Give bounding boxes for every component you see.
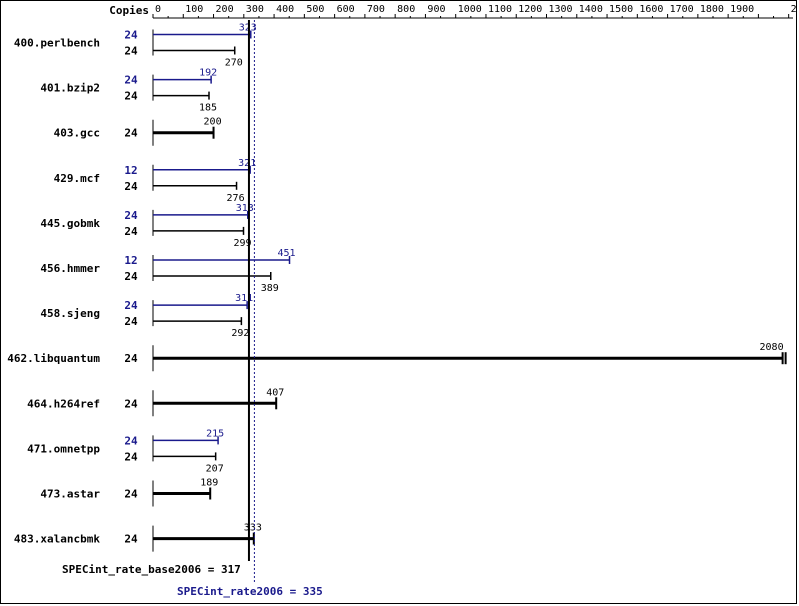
- base-value: 200: [204, 117, 222, 128]
- benchmark-row: 400.perlbench 24 24 323 270: [14, 23, 257, 69]
- peak-copies: 24: [124, 209, 138, 222]
- peak-copies: 12: [124, 254, 137, 267]
- base-copies: 24: [124, 315, 138, 328]
- benchmark-name: 473.astar: [40, 488, 100, 501]
- base-value: 292: [231, 328, 249, 339]
- benchmark-name: 462.libquantum: [7, 352, 100, 365]
- tick-label: 1000: [458, 4, 482, 15]
- tick-label: 300: [246, 4, 264, 15]
- benchmark-name: 429.mcf: [54, 172, 100, 185]
- base-value: 207: [206, 463, 224, 474]
- base-value: 185: [199, 103, 217, 114]
- base-copies: 24: [124, 270, 138, 283]
- benchmark-name: 445.gobmk: [40, 217, 100, 230]
- summary-lines: SPECint_rate_base2006 = 317 SPECint_rate2…: [62, 20, 323, 598]
- benchmark-name: 403.gcc: [54, 127, 100, 140]
- x-axis: 0 100 200 300 400 500 600 700 800 900 1000 1100 1200…: [152, 4, 797, 19]
- peak-value: 192: [199, 68, 217, 79]
- tick-label: 500: [306, 4, 324, 15]
- tick-label: 800: [397, 4, 415, 15]
- benchmark-row: 403.gcc 24 200: [54, 117, 222, 146]
- benchmark-row: 462.libquantum 24 2080: [7, 342, 787, 372]
- benchmark-row: 483.xalancbmk 24 333: [14, 523, 262, 552]
- base-value: 276: [227, 193, 245, 204]
- tick-label: 600: [337, 4, 355, 15]
- benchmark-name: 471.omnetpp: [27, 442, 100, 455]
- benchmark-name: 456.hmmer: [40, 262, 100, 275]
- benchmark-row: 456.hmmer 12 24 451 389: [40, 248, 295, 294]
- base-copies: 24: [124, 90, 138, 103]
- base-value: 389: [261, 283, 279, 294]
- benchmark-name: 458.sjeng: [40, 307, 100, 320]
- tick-label: 1100: [488, 4, 512, 15]
- benchmark-row: 445.gobmk 24 24 313 299: [40, 203, 253, 249]
- base-value: 299: [234, 238, 252, 249]
- tick-label: 1500: [609, 4, 633, 15]
- tick-label: 0: [155, 4, 161, 15]
- benchmark-row: 401.bzip2 24 24 192 185: [40, 68, 217, 114]
- base-copies: 24: [124, 397, 138, 410]
- benchmark-name: 400.perlbench: [14, 37, 100, 50]
- peak-value: 313: [236, 203, 254, 214]
- base-value: 2080: [760, 342, 784, 353]
- tick-label: 700: [367, 4, 385, 15]
- base-copies: 24: [124, 127, 138, 140]
- peak-value: 215: [206, 428, 224, 439]
- tick-label: 1700: [670, 4, 694, 15]
- base-summary-label: SPECint_rate_base2006 = 317: [62, 563, 241, 576]
- benchmark-rows: 400.perlbench 24 24 323 270 401.bzip2 24 24 192 1…: [7, 23, 787, 552]
- tick-label: 1800: [700, 4, 724, 15]
- peak-summary-label: SPECint_rate2006 = 335: [177, 585, 323, 598]
- peak-copies: 24: [124, 299, 138, 312]
- base-value: 270: [225, 58, 243, 69]
- tick-label: 2100: [791, 4, 797, 15]
- peak-copies: 24: [124, 74, 138, 87]
- peak-copies: 24: [124, 29, 138, 42]
- benchmark-name: 483.xalancbmk: [14, 533, 100, 546]
- peak-value: 311: [235, 293, 253, 304]
- base-copies: 24: [124, 352, 138, 365]
- tick-label: 1900: [730, 4, 754, 15]
- benchmark-row: 473.astar 24 189: [40, 478, 218, 507]
- benchmark-row: 471.omnetpp 24 24 215 207: [27, 428, 224, 474]
- base-copies: 24: [124, 450, 138, 463]
- base-value: 407: [266, 387, 284, 398]
- peak-value: 321: [238, 158, 256, 169]
- tick-label: 1300: [549, 4, 573, 15]
- tick-label: 1200: [518, 4, 542, 15]
- peak-copies: 12: [124, 164, 137, 177]
- base-copies: 24: [124, 225, 138, 238]
- tick-label: 1400: [579, 4, 603, 15]
- axis-title: Copies: [109, 4, 149, 17]
- base-copies: 24: [124, 533, 138, 546]
- peak-value: 451: [278, 248, 296, 259]
- base-value: 189: [200, 478, 218, 489]
- tick-label: 200: [216, 4, 234, 15]
- tick-label: 400: [276, 4, 294, 15]
- base-copies: 24: [124, 45, 138, 58]
- benchmark-row: 458.sjeng 24 24 311 292: [40, 293, 253, 339]
- tick-label: 100: [185, 4, 203, 15]
- benchmark-name: 464.h264ref: [27, 397, 100, 410]
- tick-label: 900: [427, 4, 445, 15]
- benchmark-name: 401.bzip2: [40, 82, 100, 95]
- peak-copies: 24: [124, 434, 138, 447]
- tick-label: 1600: [639, 4, 663, 15]
- benchmark-row: 464.h264ref 24 407: [27, 387, 284, 417]
- benchmark-row: 429.mcf 12 24 321 276: [54, 158, 257, 204]
- base-value: 333: [244, 523, 262, 534]
- peak-value: 323: [239, 23, 257, 34]
- base-copies: 24: [124, 180, 138, 193]
- base-copies: 24: [124, 488, 138, 501]
